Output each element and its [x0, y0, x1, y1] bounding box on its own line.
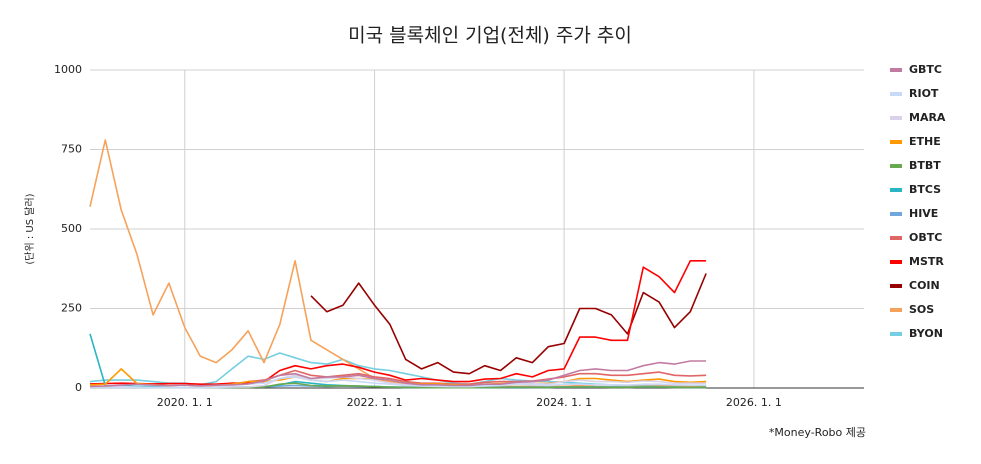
- series-line: [89, 260, 707, 385]
- legend-label: BTCS: [909, 183, 941, 196]
- legend-swatch: [890, 116, 902, 120]
- legend-swatch: [890, 236, 902, 240]
- y-tick-label: 500: [61, 222, 82, 235]
- chart-title: 미국 블록체인 기업(전체) 주가 추이: [348, 25, 632, 47]
- y-tick-label: 1000: [54, 63, 82, 76]
- legend-swatch: [890, 284, 902, 288]
- legend-label: GBTC: [909, 63, 942, 76]
- series-line: [89, 360, 707, 388]
- y-tick-label: 250: [61, 302, 82, 315]
- legend-label: ETHE: [909, 135, 941, 148]
- x-tick-label: 2024. 1. 1: [536, 396, 592, 409]
- legend-swatch: [890, 260, 902, 264]
- y-tick-label: 0: [75, 381, 82, 394]
- series-line: [310, 273, 707, 375]
- legend-swatch: [890, 308, 902, 312]
- x-tick-label: 2022. 1. 1: [347, 396, 403, 409]
- source-note: *Money-Robo 제공: [769, 426, 866, 439]
- legend-label: BTBT: [909, 159, 941, 172]
- legend-swatch: [890, 212, 902, 216]
- legend-swatch: [890, 164, 902, 168]
- legend-label: COIN: [909, 279, 940, 292]
- series-line: [90, 376, 707, 389]
- legend-swatch: [890, 92, 902, 96]
- legend-swatch: [890, 140, 902, 144]
- x-tick-label: 2026. 1. 1: [726, 396, 782, 409]
- legend-swatch: [890, 68, 902, 72]
- legend-label: OBTC: [909, 231, 942, 244]
- y-axis-label: (단위 : US 달러): [23, 193, 36, 264]
- y-tick-label: 750: [61, 143, 82, 156]
- legend-swatch: [890, 332, 902, 336]
- legend-swatch: [890, 188, 902, 192]
- x-tick-label: 2020. 1. 1: [157, 396, 213, 409]
- legend-label: BYON: [909, 327, 943, 340]
- legend-label: SOS: [909, 303, 934, 316]
- legend-label: MSTR: [909, 255, 944, 268]
- legend-label: MARA: [909, 111, 946, 124]
- legend-label: RIOT: [909, 87, 939, 100]
- legend-label: HIVE: [909, 207, 938, 220]
